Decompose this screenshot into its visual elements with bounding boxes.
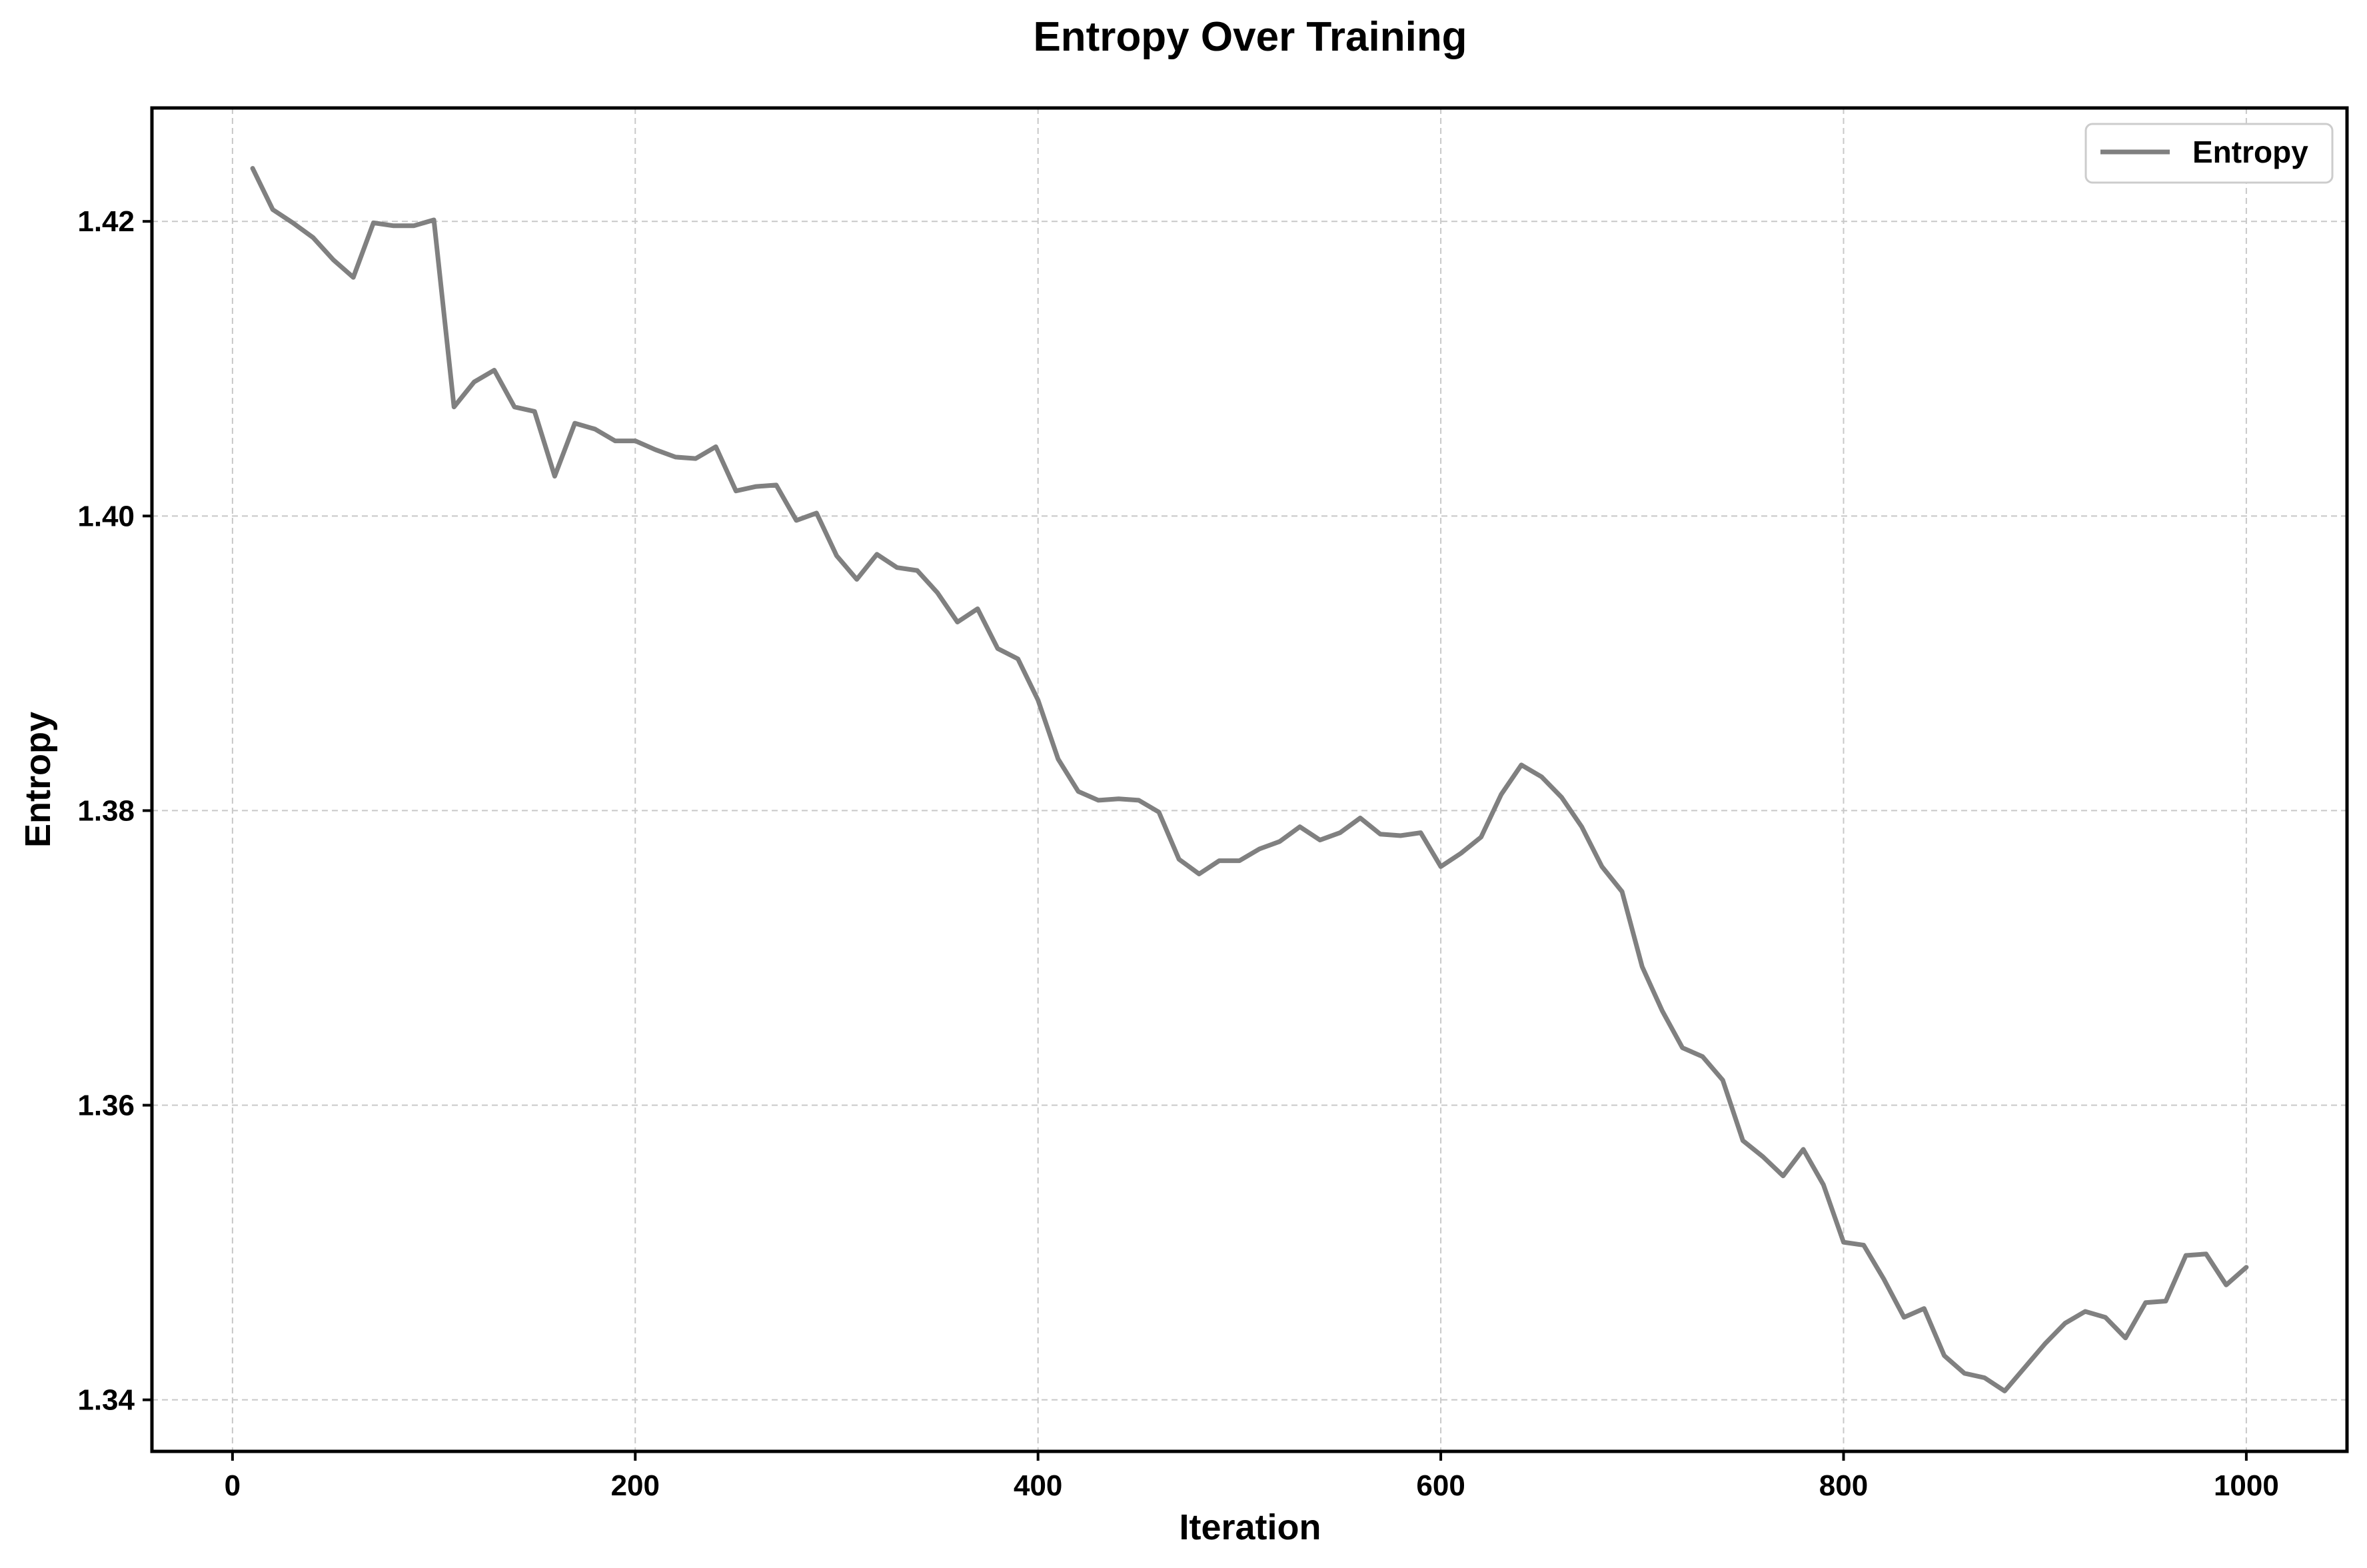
x-axis-ticks: 0 200 400 600 800 1000: [225, 1451, 2279, 1502]
legend: Entropy: [2084, 123, 2334, 184]
x-tick-label: 400: [1014, 1469, 1062, 1502]
x-axis-label: Iteration: [1179, 1507, 1321, 1547]
y-tick-label: 1.42: [77, 205, 135, 238]
series-layer: [250, 166, 2249, 1393]
y-tick-label: 1.36: [77, 1090, 135, 1122]
series-line-entropy: [250, 166, 2249, 1393]
legend-box: [2084, 123, 2334, 184]
y-tick-label: 1.38: [77, 794, 135, 827]
x-tick-label: 600: [1416, 1469, 1465, 1502]
x-tick-label: 200: [611, 1469, 660, 1502]
chart-title: Entropy Over Training: [1033, 14, 1467, 60]
plot-frame: [150, 106, 2349, 1453]
x-tick-label: 800: [1819, 1469, 1868, 1502]
x-tick-label: 0: [225, 1469, 241, 1502]
legend-label-entropy: Entropy: [2192, 135, 2308, 169]
y-axis-ticks: 1.34 1.36 1.38 1.40 1.42: [77, 205, 152, 1417]
y-tick-label: 1.34: [77, 1384, 135, 1417]
y-axis-label: Entropy: [18, 712, 58, 848]
y-tick-label: 1.40: [77, 500, 135, 532]
grid-layer: [152, 108, 2347, 1451]
x-tick-label: 1000: [2214, 1469, 2279, 1502]
